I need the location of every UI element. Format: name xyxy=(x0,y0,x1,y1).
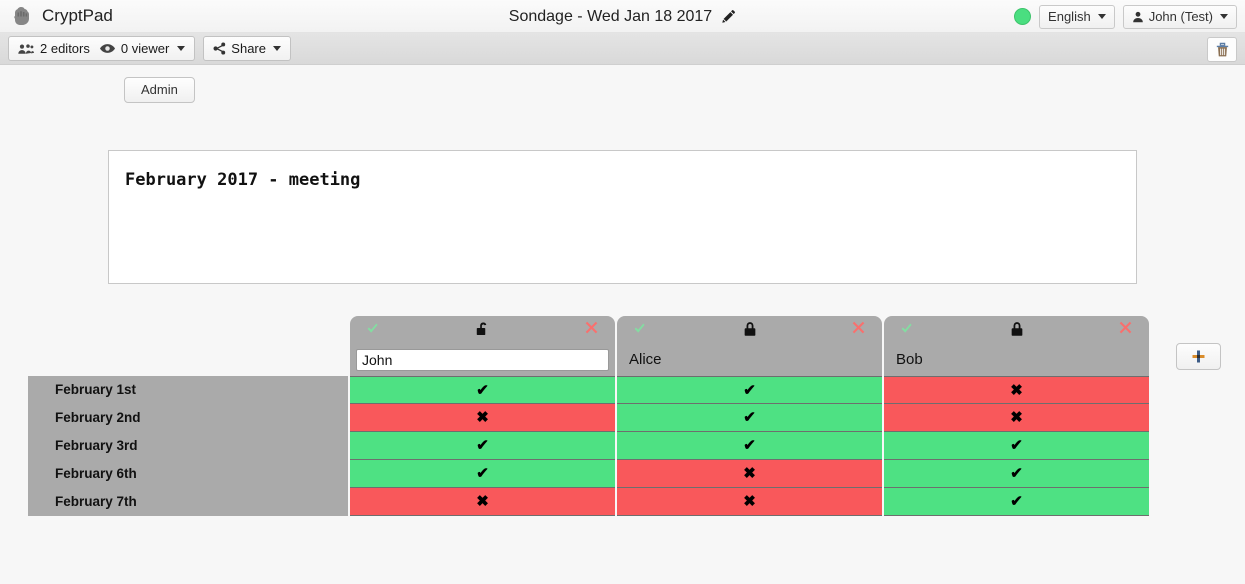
poll-column-name-area: Alice xyxy=(617,343,882,376)
cross-icon: ✖ xyxy=(1010,381,1023,399)
plus-icon xyxy=(1192,350,1205,363)
poll-column-name-input[interactable] xyxy=(356,348,609,371)
page-title: Sondage - Wed Jan 18 2017 xyxy=(508,7,713,25)
cross-icon: ✖ xyxy=(743,465,756,482)
cryptpad-fist-logo-icon xyxy=(14,7,29,25)
poll-vote-cell[interactable]: ✔ xyxy=(617,432,882,460)
trash-icon xyxy=(1216,42,1228,56)
check-icon: ✔ xyxy=(476,437,489,454)
poll-vote-cell[interactable]: ✔ xyxy=(884,488,1149,516)
share-icon xyxy=(213,42,226,55)
brand-name: CryptPad xyxy=(42,6,113,25)
poll-vote-cell[interactable]: ✔ xyxy=(884,460,1149,488)
add-column-button[interactable] xyxy=(1176,343,1221,370)
poll-column-header xyxy=(350,316,615,376)
eye-icon xyxy=(99,44,115,53)
sub-toolbar: 2 editors 0 viewer Share xyxy=(0,33,1245,65)
user-menu-button[interactable]: John (Test) xyxy=(1122,4,1237,29)
poll-row-label: February 1st xyxy=(28,376,348,404)
poll-columns: ✔ ✖ ✔ ✔ ✖ Alice ✔ ✔ ✔ ✖ ✖ Bob ✖ ✖ ✔ ✔ ✔ xyxy=(348,316,1149,516)
poll-vote-cell[interactable]: ✖ xyxy=(884,404,1149,432)
delete-button[interactable] xyxy=(1207,37,1237,62)
poll-column: Bob ✖ ✖ ✔ ✔ ✔ xyxy=(884,316,1149,516)
poll-column-name-label: Bob xyxy=(896,351,923,368)
poll-column-name-area: Bob xyxy=(884,343,1149,376)
editors-count-label: 2 editors xyxy=(40,41,90,56)
green-status-dot-icon xyxy=(1014,8,1032,25)
check-icon: ✔ xyxy=(743,437,756,454)
lock-icon[interactable] xyxy=(742,320,757,341)
share-button[interactable]: Share xyxy=(203,36,291,61)
poll-column-header-icons xyxy=(350,316,615,343)
poll-vote-cell[interactable]: ✔ xyxy=(350,376,615,404)
poll-column-header-icons xyxy=(884,316,1149,343)
lock-icon[interactable] xyxy=(1009,320,1024,341)
share-label: Share xyxy=(231,41,266,56)
check-icon[interactable] xyxy=(366,322,379,338)
check-icon: ✔ xyxy=(1010,465,1023,482)
poll-table: February 1st February 2nd February 3rd Febr… xyxy=(28,316,1221,516)
poll-vote-cell[interactable]: ✔ xyxy=(617,404,882,432)
poll-row-label: February 7th xyxy=(28,488,348,516)
unlock-icon[interactable] xyxy=(474,320,491,341)
user-name-label: John (Test) xyxy=(1148,9,1213,24)
poll-vote-cell[interactable]: ✔ xyxy=(884,432,1149,460)
language-selector[interactable]: English xyxy=(1039,4,1115,29)
poll-vote-cell[interactable]: ✖ xyxy=(884,376,1149,404)
check-icon: ✔ xyxy=(476,465,489,482)
poll-column: ✔ ✖ ✔ ✔ ✖ xyxy=(350,316,615,516)
poll-description[interactable]: February 2017 - meeting xyxy=(108,150,1137,284)
poll-column-header-icons xyxy=(617,316,882,343)
cross-icon: ✖ xyxy=(743,493,756,510)
poll-vote-cell[interactable]: ✔ xyxy=(350,432,615,460)
poll-row-label: February 2nd xyxy=(28,404,348,432)
check-icon: ✔ xyxy=(476,381,489,399)
check-icon: ✔ xyxy=(1010,437,1023,454)
poll-vote-cell[interactable]: ✖ xyxy=(617,460,882,488)
chevron-down-icon xyxy=(1220,14,1228,19)
poll-vote-cell[interactable]: ✔ xyxy=(350,460,615,488)
check-icon: ✔ xyxy=(743,381,756,399)
poll-vote-cell[interactable]: ✖ xyxy=(617,488,882,516)
poll-row-label: February 6th xyxy=(28,460,348,488)
poll-vote-cell[interactable]: ✔ xyxy=(617,376,882,404)
userlist-button[interactable]: 2 editors 0 viewer xyxy=(8,36,196,61)
poll-vote-cell[interactable]: ✖ xyxy=(350,404,615,432)
user-icon xyxy=(1132,11,1143,22)
brand: CryptPad xyxy=(0,4,113,28)
remove-x-icon[interactable] xyxy=(584,320,599,338)
check-icon[interactable] xyxy=(900,322,913,338)
poll-vote-cell[interactable]: ✖ xyxy=(350,488,615,516)
poll-column-header: Alice xyxy=(617,316,882,376)
cross-icon: ✖ xyxy=(476,493,489,510)
viewers-count-label: 0 viewer xyxy=(120,41,170,56)
top-right-controls: English John (Test) xyxy=(1014,0,1237,33)
remove-x-icon[interactable] xyxy=(1118,320,1133,338)
poll-column: Alice ✔ ✔ ✔ ✖ ✖ xyxy=(617,316,882,516)
top-toolbar: CryptPad Sondage - Wed Jan 18 2017 Engli… xyxy=(0,0,1245,33)
check-icon: ✔ xyxy=(743,409,756,426)
poll-row-labels: February 1st February 2nd February 3rd Febr… xyxy=(28,316,348,516)
check-icon[interactable] xyxy=(633,322,646,338)
poll-column-name-label: Alice xyxy=(629,351,662,368)
poll-column-header: Bob xyxy=(884,316,1149,376)
chevron-down-icon xyxy=(177,46,186,51)
row-label-spacer xyxy=(28,316,348,376)
users-icon xyxy=(18,43,34,54)
language-label: English xyxy=(1048,9,1091,24)
pencil-icon[interactable] xyxy=(721,9,736,24)
cross-icon: ✖ xyxy=(476,409,489,426)
check-icon: ✔ xyxy=(1010,493,1023,510)
poll-row-label: February 3rd xyxy=(28,432,348,460)
poll-column-name-area xyxy=(350,343,615,376)
remove-x-icon[interactable] xyxy=(851,320,866,338)
cross-icon: ✖ xyxy=(1010,409,1023,426)
admin-row: Admin xyxy=(0,65,1245,103)
chevron-down-icon xyxy=(1097,14,1106,19)
admin-button[interactable]: Admin xyxy=(124,77,195,103)
chevron-down-icon xyxy=(273,46,281,51)
